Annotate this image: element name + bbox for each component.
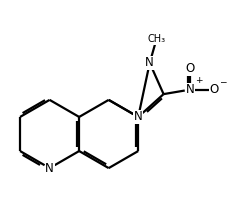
Text: O: O bbox=[209, 83, 218, 96]
Text: N: N bbox=[185, 83, 193, 96]
Text: −: − bbox=[218, 77, 226, 86]
Text: O: O bbox=[184, 62, 194, 75]
Text: N: N bbox=[133, 110, 142, 123]
Text: N: N bbox=[145, 56, 153, 70]
Text: +: + bbox=[194, 76, 201, 85]
Text: CH₃: CH₃ bbox=[147, 34, 165, 44]
Text: N: N bbox=[45, 162, 54, 175]
